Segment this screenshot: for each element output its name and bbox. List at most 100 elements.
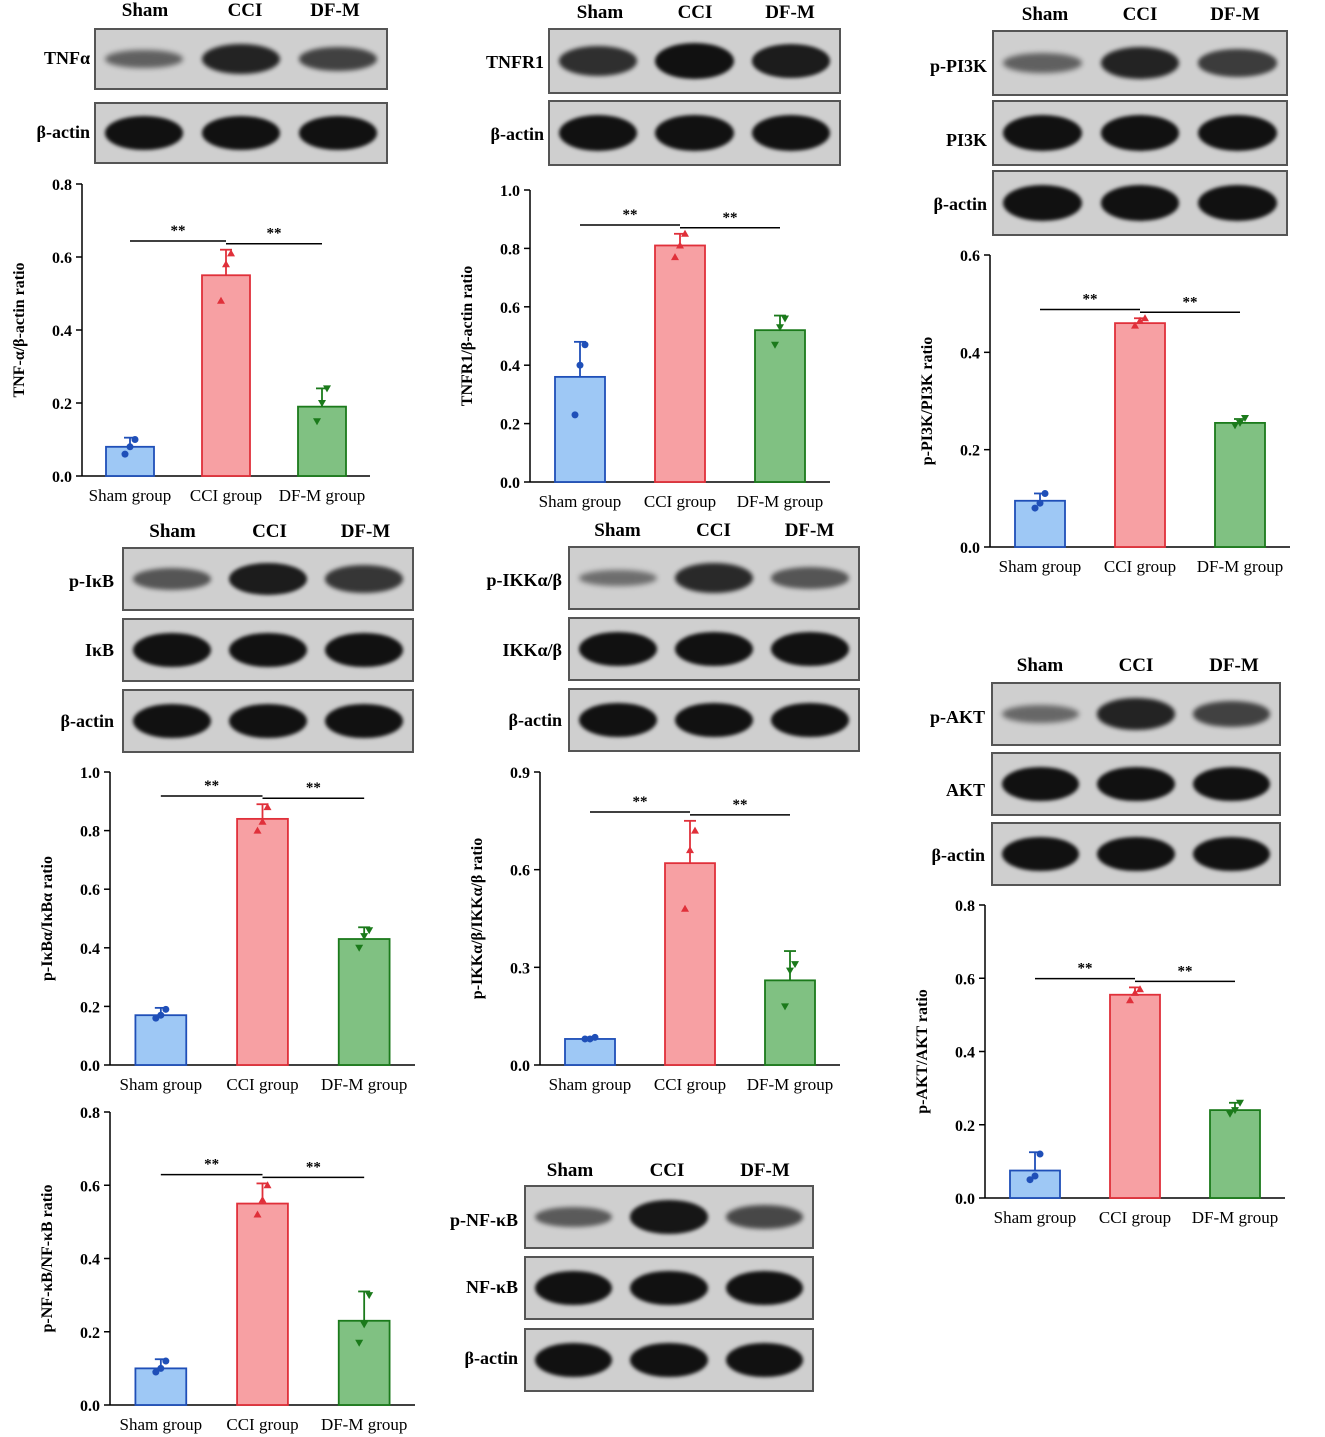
- blot-band: [1197, 185, 1277, 221]
- blot-band: [325, 703, 403, 739]
- blot-band: [655, 115, 734, 151]
- blot-row-label: β-actin: [933, 194, 987, 214]
- category-label: Sham group: [120, 1075, 203, 1094]
- data-point: [1041, 489, 1049, 497]
- blot-band: [201, 116, 281, 150]
- significance-label: **: [1178, 963, 1193, 979]
- category-label: Sham group: [549, 1075, 632, 1094]
- data-point: [253, 826, 262, 834]
- bar: [201, 274, 251, 477]
- blot-band: [535, 1342, 613, 1378]
- y-tick-label: 0.0: [955, 1191, 975, 1208]
- data-point: [791, 961, 799, 969]
- blot-strip: [568, 546, 860, 610]
- data-point: [681, 904, 689, 912]
- data-point: [355, 944, 364, 952]
- y-tick-label: 0.6: [52, 250, 72, 267]
- blot-band: [1003, 53, 1083, 73]
- blot-header-sham: Sham: [546, 1160, 594, 1181]
- blot-strip: [568, 617, 860, 681]
- blot-band: [1100, 185, 1180, 221]
- y-tick-label: 0.0: [960, 540, 980, 557]
- blot-strip: [992, 100, 1288, 166]
- chart-pi3k: 0.0 0.2 0.4 0.6 p-PI3K/PI3K ratio Sham group C…: [919, 248, 1290, 576]
- blot-band: [630, 1342, 708, 1378]
- y-tick-label: 0.4: [52, 323, 72, 340]
- y-tick-label: 0.0: [80, 1058, 100, 1075]
- data-point: [318, 400, 326, 407]
- y-tick-label: 1.0: [80, 765, 100, 782]
- y-tick-label: 0.6: [510, 863, 530, 880]
- blot-strip: [122, 618, 414, 682]
- significance-label: **: [306, 1159, 321, 1175]
- significance-label: **: [204, 778, 219, 794]
- significance-label: **: [733, 797, 748, 813]
- blot-band: [535, 1270, 613, 1306]
- blot-header-dfm: DF-M: [310, 0, 360, 21]
- blot-band: [1197, 115, 1277, 151]
- blot-band: [1100, 115, 1180, 151]
- significance-label: **: [633, 794, 648, 810]
- blot-band: [1097, 698, 1175, 730]
- blot-band: [725, 1342, 803, 1378]
- y-tick-label: 0.2: [80, 1325, 100, 1342]
- bar: [236, 817, 289, 1066]
- blot-band: [133, 632, 211, 668]
- bar: [236, 1202, 289, 1406]
- blot-header-cci: CCI: [227, 0, 263, 21]
- blot-row-label: p-IKKα/β: [486, 570, 562, 590]
- blot-strip: [524, 1256, 814, 1320]
- blot-header-sham: Sham: [1021, 4, 1069, 25]
- blot-band: [105, 116, 184, 150]
- blot-band: [559, 46, 638, 76]
- chart-nfkb: 0.0 0.2 0.4 0.6 0.8 p-NF-κB/NF-κB ratio Sham g…: [39, 1105, 415, 1434]
- blot-strip: [94, 102, 388, 164]
- blot-row-label: AKT: [945, 780, 985, 800]
- category-label: CCI group: [1104, 557, 1176, 576]
- blot-header-cci: CCI: [649, 1160, 685, 1181]
- data-point: [781, 315, 789, 323]
- category-label: DF-M group: [321, 1075, 407, 1094]
- data-point: [1026, 1176, 1034, 1184]
- data-point: [1031, 504, 1039, 512]
- data-point: [162, 1005, 170, 1013]
- y-tick-label: 0.6: [80, 1178, 100, 1195]
- data-point: [323, 385, 331, 393]
- blot-row-label: p-PI3K: [929, 56, 987, 76]
- blot-band: [630, 1200, 708, 1234]
- blot-band: [1002, 766, 1080, 802]
- blot-header-sham: Sham: [121, 0, 169, 21]
- blot-strip: [992, 30, 1288, 96]
- y-tick-label: 0.2: [960, 443, 980, 460]
- data-point: [686, 846, 694, 854]
- blot-strip: [568, 688, 860, 752]
- data-point: [121, 450, 129, 458]
- blot-nfkb: Sham CCI DF-M p-NF-κB NF-κB β-actin: [430, 1160, 820, 1400]
- blot-band: [229, 703, 307, 739]
- y-tick-label: 0.3: [510, 960, 530, 977]
- blot-header-dfm: DF-M: [1210, 4, 1260, 25]
- blot-band: [675, 631, 753, 667]
- data-point: [360, 933, 369, 941]
- data-point: [253, 1210, 262, 1218]
- blot-band: [579, 569, 657, 587]
- y-tick-label: 0.9: [510, 765, 530, 782]
- data-point: [581, 341, 589, 349]
- blot-row-label: p-IκB: [68, 571, 114, 591]
- category-label: DF-M group: [747, 1075, 833, 1094]
- data-point: [786, 967, 794, 975]
- data-point: [576, 361, 584, 369]
- blot-band: [579, 631, 657, 667]
- data-point: [152, 1368, 160, 1376]
- bar: [564, 1038, 616, 1066]
- significance-label: **: [204, 1157, 219, 1173]
- significance-label: **: [1078, 961, 1093, 977]
- blot-band: [1003, 185, 1083, 221]
- data-point: [1036, 499, 1044, 507]
- significance-label: **: [1183, 294, 1198, 310]
- blot-row-label: p-AKT: [929, 707, 985, 727]
- data-point: [217, 296, 225, 304]
- data-point: [1236, 1099, 1244, 1107]
- blot-band: [229, 562, 307, 596]
- data-point: [671, 253, 679, 261]
